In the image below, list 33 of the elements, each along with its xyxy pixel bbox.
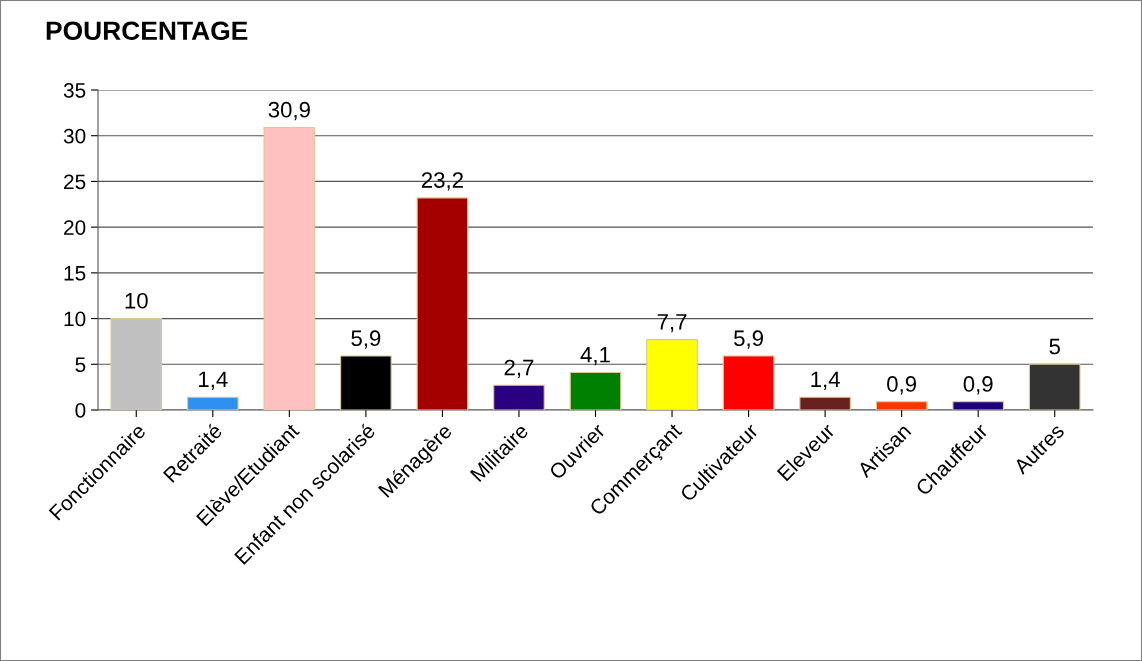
bar [186, 396, 239, 410]
data-label: 2,7 [504, 359, 534, 378]
bar [799, 396, 851, 410]
y-tick-label: 10 [64, 311, 86, 327]
y-tick-label: 20 [64, 220, 86, 235]
bar [952, 401, 1005, 410]
bar [1028, 363, 1081, 410]
bar [263, 126, 316, 410]
bar [416, 197, 469, 410]
data-label: 0,9 [963, 376, 993, 395]
y-tick-label: 25 [64, 174, 86, 190]
data-label: 5 [1049, 338, 1060, 355]
data-label: 10 [125, 292, 148, 309]
y-tick-label: 35 [63, 83, 86, 98]
bar [646, 339, 698, 410]
y-tick-label: 5 [75, 357, 86, 373]
bar [875, 401, 928, 410]
bar [493, 384, 545, 410]
data-label: 5,9 [734, 330, 763, 349]
bar [110, 318, 163, 410]
data-label: 5,9 [351, 330, 381, 349]
bar [569, 371, 622, 410]
data-label: 1,4 [199, 371, 228, 390]
y-tick-label: 0 [75, 403, 86, 418]
data-label: 1,4 [811, 371, 840, 390]
data-label: 7,7 [657, 314, 687, 333]
y-tick-label: 15 [64, 266, 86, 281]
bar [722, 355, 775, 410]
chart-title: POURCENTAGE [46, 21, 248, 41]
data-label: 0,9 [887, 376, 917, 395]
y-tick-label: 30 [63, 128, 86, 144]
data-label: 30,9 [268, 101, 310, 121]
data-label: 4,1 [580, 347, 610, 366]
